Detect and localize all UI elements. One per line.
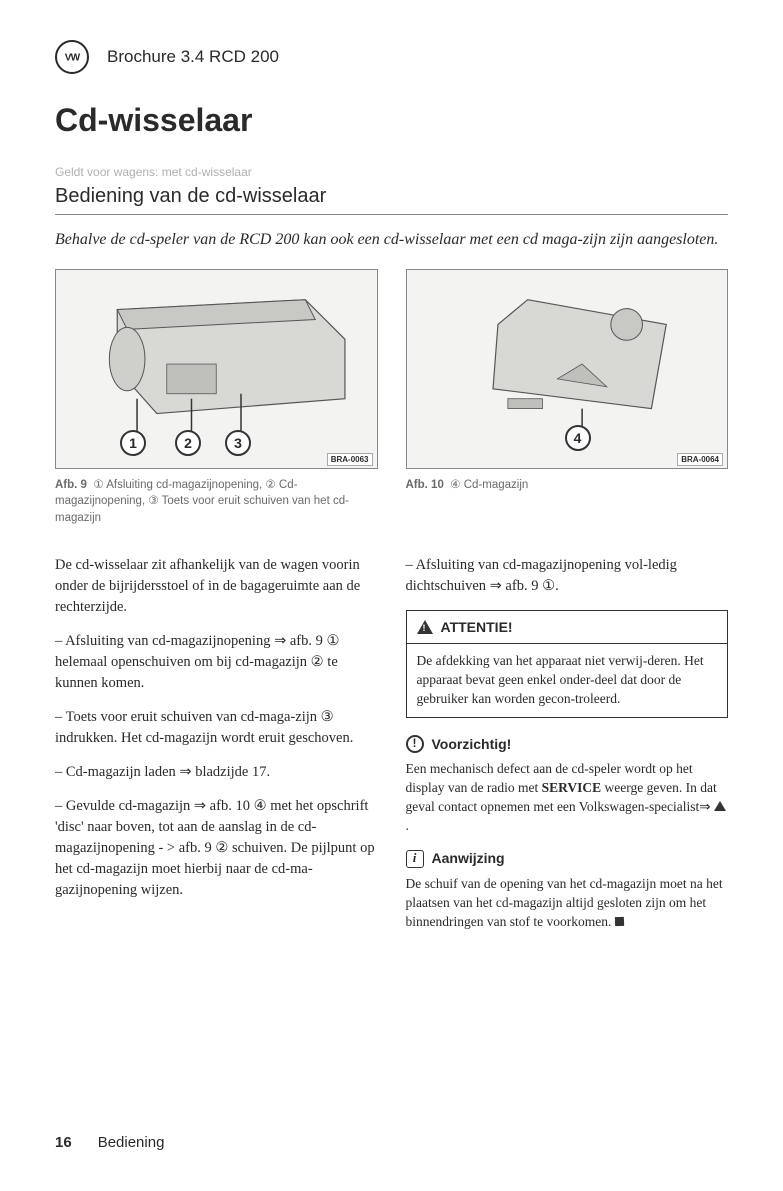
footer-section: Bediening (98, 1134, 165, 1151)
figure-10-image: 4 BRA-0064 (406, 269, 729, 469)
attention-body: De afdekking van het apparaat niet verwi… (407, 644, 728, 717)
callout-2: 2 (175, 430, 201, 456)
figure-9-caption: Afb. 9 ① Afsluiting cd-magazijnopening, … (55, 477, 378, 527)
page-number: 16 (55, 1134, 72, 1151)
section-title: Bediening van de cd-wisselaar (55, 185, 728, 215)
info-heading: i Aanwijzing (406, 848, 729, 868)
applicability-note: Geldt voor wagens: met cd-wisselaar (55, 165, 728, 179)
attention-heading: ATTENTIE! (407, 611, 728, 644)
para-intro: De cd-wisselaar zit afhankelijk van de w… (55, 555, 378, 618)
svg-text:VW: VW (65, 53, 81, 64)
figure-9-image: 1 2 3 BRA-0063 (55, 269, 378, 469)
body-columns: De cd-wisselaar zit afhankelijk van de w… (55, 555, 728, 945)
right-column: – Afsluiting van cd-magazijnopening vol-… (406, 555, 729, 945)
figure-9-code: BRA-0063 (327, 453, 373, 466)
para-step-3: – Cd-magazijn laden ⇒ bladzijde 17. (55, 762, 378, 783)
info-icon: i (406, 850, 424, 868)
figure-10-code: BRA-0064 (677, 453, 723, 466)
para-step-4: – Gevulde cd-magazijn ⇒ afb. 10 ④ met he… (55, 796, 378, 901)
para-step-2: – Toets voor eruit schuiven van cd-maga-… (55, 707, 378, 749)
attention-box: ATTENTIE! De afdekking van het apparaat … (406, 610, 729, 718)
brochure-reference: Brochure 3.4 RCD 200 (107, 47, 279, 67)
figure-10: 4 BRA-0064 Afb. 10 ④ Cd-magazijn (406, 269, 729, 527)
figure-10-caption: Afb. 10 ④ Cd-magazijn (406, 477, 729, 494)
page-footer: 16 Bediening (55, 1134, 164, 1151)
para-step-1: – Afsluiting van cd-magazijnopening ⇒ af… (55, 631, 378, 694)
figure-9: 1 2 3 BRA-0063 Afb. 9 ① Afsluiting cd-ma… (55, 269, 378, 527)
callout-3: 3 (225, 430, 251, 456)
intro-text: Behalve de cd-speler van de RCD 200 kan … (55, 229, 728, 251)
caution-body: Een mechanisch defect aan de cd-speler w… (406, 760, 729, 836)
warning-triangle-icon (417, 620, 433, 634)
callout-4: 4 (565, 425, 591, 451)
figures-row: 1 2 3 BRA-0063 Afb. 9 ① Afsluiting cd-ma… (55, 269, 728, 527)
page-header: VW Brochure 3.4 RCD 200 (55, 40, 728, 74)
callout-1: 1 (120, 430, 146, 456)
caution-heading: ! Voorzichtig! (406, 734, 729, 754)
left-column: De cd-wisselaar zit afhankelijk van de w… (55, 555, 378, 945)
para-step-5: – Afsluiting van cd-magazijnopening vol-… (406, 555, 729, 597)
page-title: Cd-wisselaar (55, 102, 728, 139)
info-body: De schuif van de opening van het cd-maga… (406, 875, 729, 932)
vw-logo-icon: VW (55, 40, 89, 74)
triangle-ref-icon (714, 801, 726, 811)
caution-icon: ! (406, 735, 424, 753)
end-marker-icon (615, 916, 624, 925)
